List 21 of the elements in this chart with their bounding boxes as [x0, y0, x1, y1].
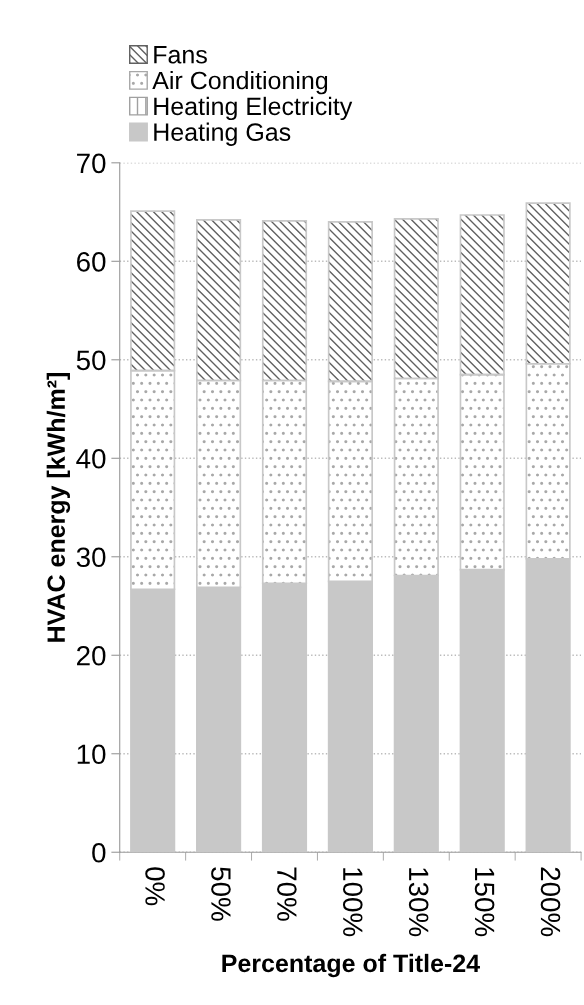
x-tick-label: 150%: [474, 868, 495, 937]
y-tick-label: 50: [76, 350, 106, 371]
y-tick-label: 0: [92, 842, 106, 863]
y-tick-label: 40: [76, 448, 106, 469]
x-tick-label: 70%: [277, 867, 297, 921]
x-tick-label: 130%: [408, 868, 429, 937]
y-tick-label: 60: [77, 251, 106, 272]
legend-label: Heating Electricity: [154, 96, 353, 121]
legend-label: Fans: [154, 46, 207, 64]
y-tick-label: 20: [77, 645, 106, 666]
legend-label: Air Conditioning: [152, 71, 328, 95]
x-axis-title: Percentage of Title-24: [222, 953, 480, 978]
x-tick-label: 0%: [145, 867, 165, 906]
x-tick-label: 200%: [540, 867, 561, 937]
x-tick-label: 100%: [342, 868, 363, 937]
x-tick-label: 50%: [211, 867, 231, 921]
legend-label: Heating Gas: [154, 122, 291, 146]
y-tick-label: 30: [76, 547, 106, 568]
y-tick-label: 10: [77, 744, 106, 765]
y-axis-title: HVAC energy [kWh/m²]: [46, 373, 71, 642]
y-tick-label: 70: [77, 153, 106, 174]
